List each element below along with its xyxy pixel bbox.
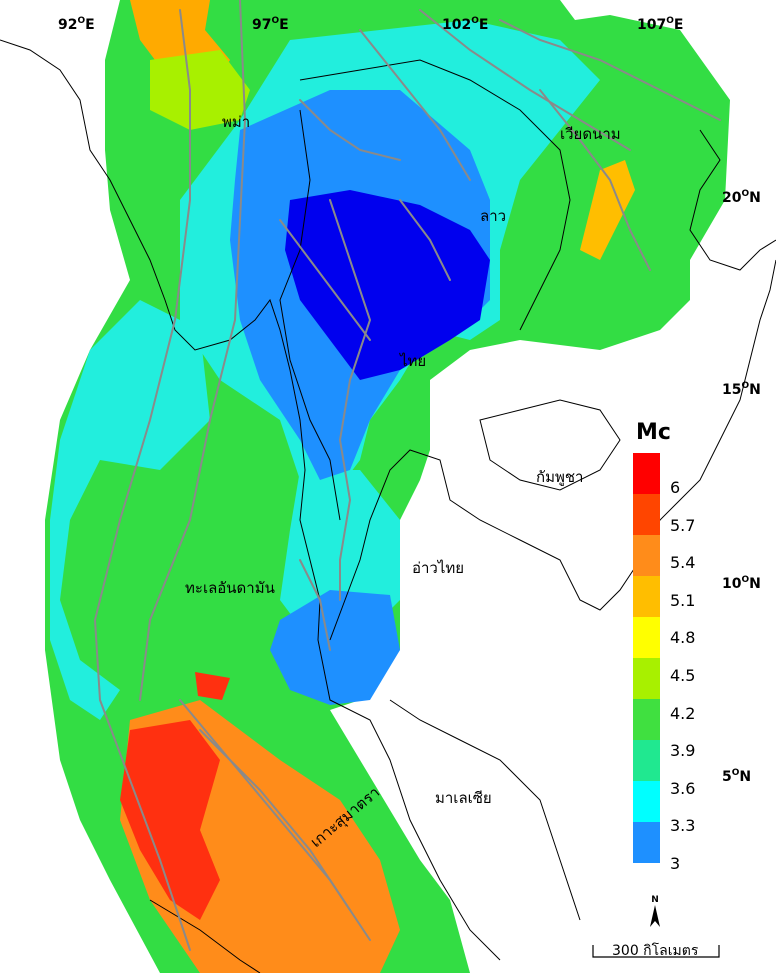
fault-line [419, 9, 631, 151]
fault-line [93, 9, 191, 951]
mc-region-cyan-west [50, 300, 210, 720]
place-label-cambodia: กัมพูชา [536, 468, 584, 486]
legend-tick-label: 5.4 [670, 553, 696, 573]
longitude-label-107e: 107OE [637, 16, 684, 33]
legend-tick-label: 5.7 [670, 515, 696, 535]
mc-color-field [45, 0, 730, 973]
mc-region-blue-south [270, 590, 400, 705]
place-label-vietnam: เวียดนาม [560, 125, 621, 143]
legend-tick-label: 3.6 [670, 778, 696, 798]
place-label-andaman-sea: ทะเลอันดามัน [185, 579, 275, 597]
longitude-label-92e: 92OE [58, 16, 95, 33]
border-cambodia [479, 399, 621, 491]
legend-tick-label: 3.9 [670, 741, 696, 761]
latitude-label-20n: 20ON [722, 189, 761, 206]
legend-tick-label: 6 [670, 478, 681, 497]
legend-swatch [633, 576, 660, 617]
coastline-sumatra [149, 899, 261, 973]
border-myanmar-thailand [279, 109, 341, 521]
fault-line [359, 29, 471, 181]
mc-region-orange-vietnam [580, 160, 635, 260]
latitude-label-15n: 15ON [722, 381, 761, 398]
fault-line [279, 219, 371, 341]
scale-bar [592, 945, 720, 958]
fault-line [199, 729, 351, 911]
coastline-myanmar-west [0, 39, 501, 961]
scale-bar-label: 300 กิโลเมตร [612, 943, 699, 959]
border-malaysia [389, 699, 581, 921]
fault-line [539, 89, 651, 271]
longitude-label-97e: 97OE [252, 16, 289, 33]
legend-title: Mc [636, 420, 671, 445]
legend-swatch [633, 699, 660, 740]
north-arrow-icon: N [650, 895, 660, 927]
legend-swatch [633, 781, 660, 822]
legend-tick-label: 4.5 [670, 666, 696, 685]
latitude-label-10n: 10ON [722, 575, 761, 592]
place-label-malaysia: มาเลเซีย [435, 789, 492, 807]
coastlines [0, 39, 776, 973]
legend-swatch [633, 617, 660, 658]
legend-tick-label: 4.8 [670, 628, 696, 648]
legend-tick-label: 3 [670, 854, 681, 873]
fault-line [399, 199, 451, 281]
fault-line [499, 19, 721, 121]
legend-swatch [633, 535, 660, 576]
legend-swatch [633, 658, 660, 699]
latitude-label-5n: 5ON [722, 768, 752, 785]
legend-swatch [633, 822, 660, 863]
longitude-label-102e: 102OE [442, 16, 489, 33]
place-label-myanmar: พม่า [222, 113, 251, 131]
mc-region-red-sumatra [120, 720, 220, 920]
legend-swatch [633, 453, 660, 494]
fault-lines [93, 0, 721, 951]
fault-line [299, 559, 331, 651]
legend-swatch [633, 494, 660, 535]
fault-line [299, 99, 401, 161]
fault-line [139, 0, 247, 701]
north-arrow-label: N [651, 895, 659, 905]
legend-tick-label: 5.1 [670, 590, 696, 610]
legend-colorbar [633, 453, 660, 863]
legend-tick-label: 4.2 [670, 703, 696, 723]
border-thailand-laos [299, 59, 571, 331]
place-label-thailand: ไทย [400, 352, 427, 370]
mc-region-red-patch [195, 672, 230, 700]
place-label-gulf-of-thailand: อ่าวไทย [412, 559, 465, 577]
mc-region-yellow-north [150, 50, 250, 130]
mc-region-deep-blue [285, 190, 490, 380]
place-label-laos: ลาว [480, 207, 507, 225]
fault-line [329, 199, 372, 601]
legend-tick-label: 3.3 [670, 816, 696, 836]
coastline-vietnam [689, 129, 776, 271]
coastline-gulf [329, 259, 776, 641]
legend-swatch [633, 740, 660, 781]
